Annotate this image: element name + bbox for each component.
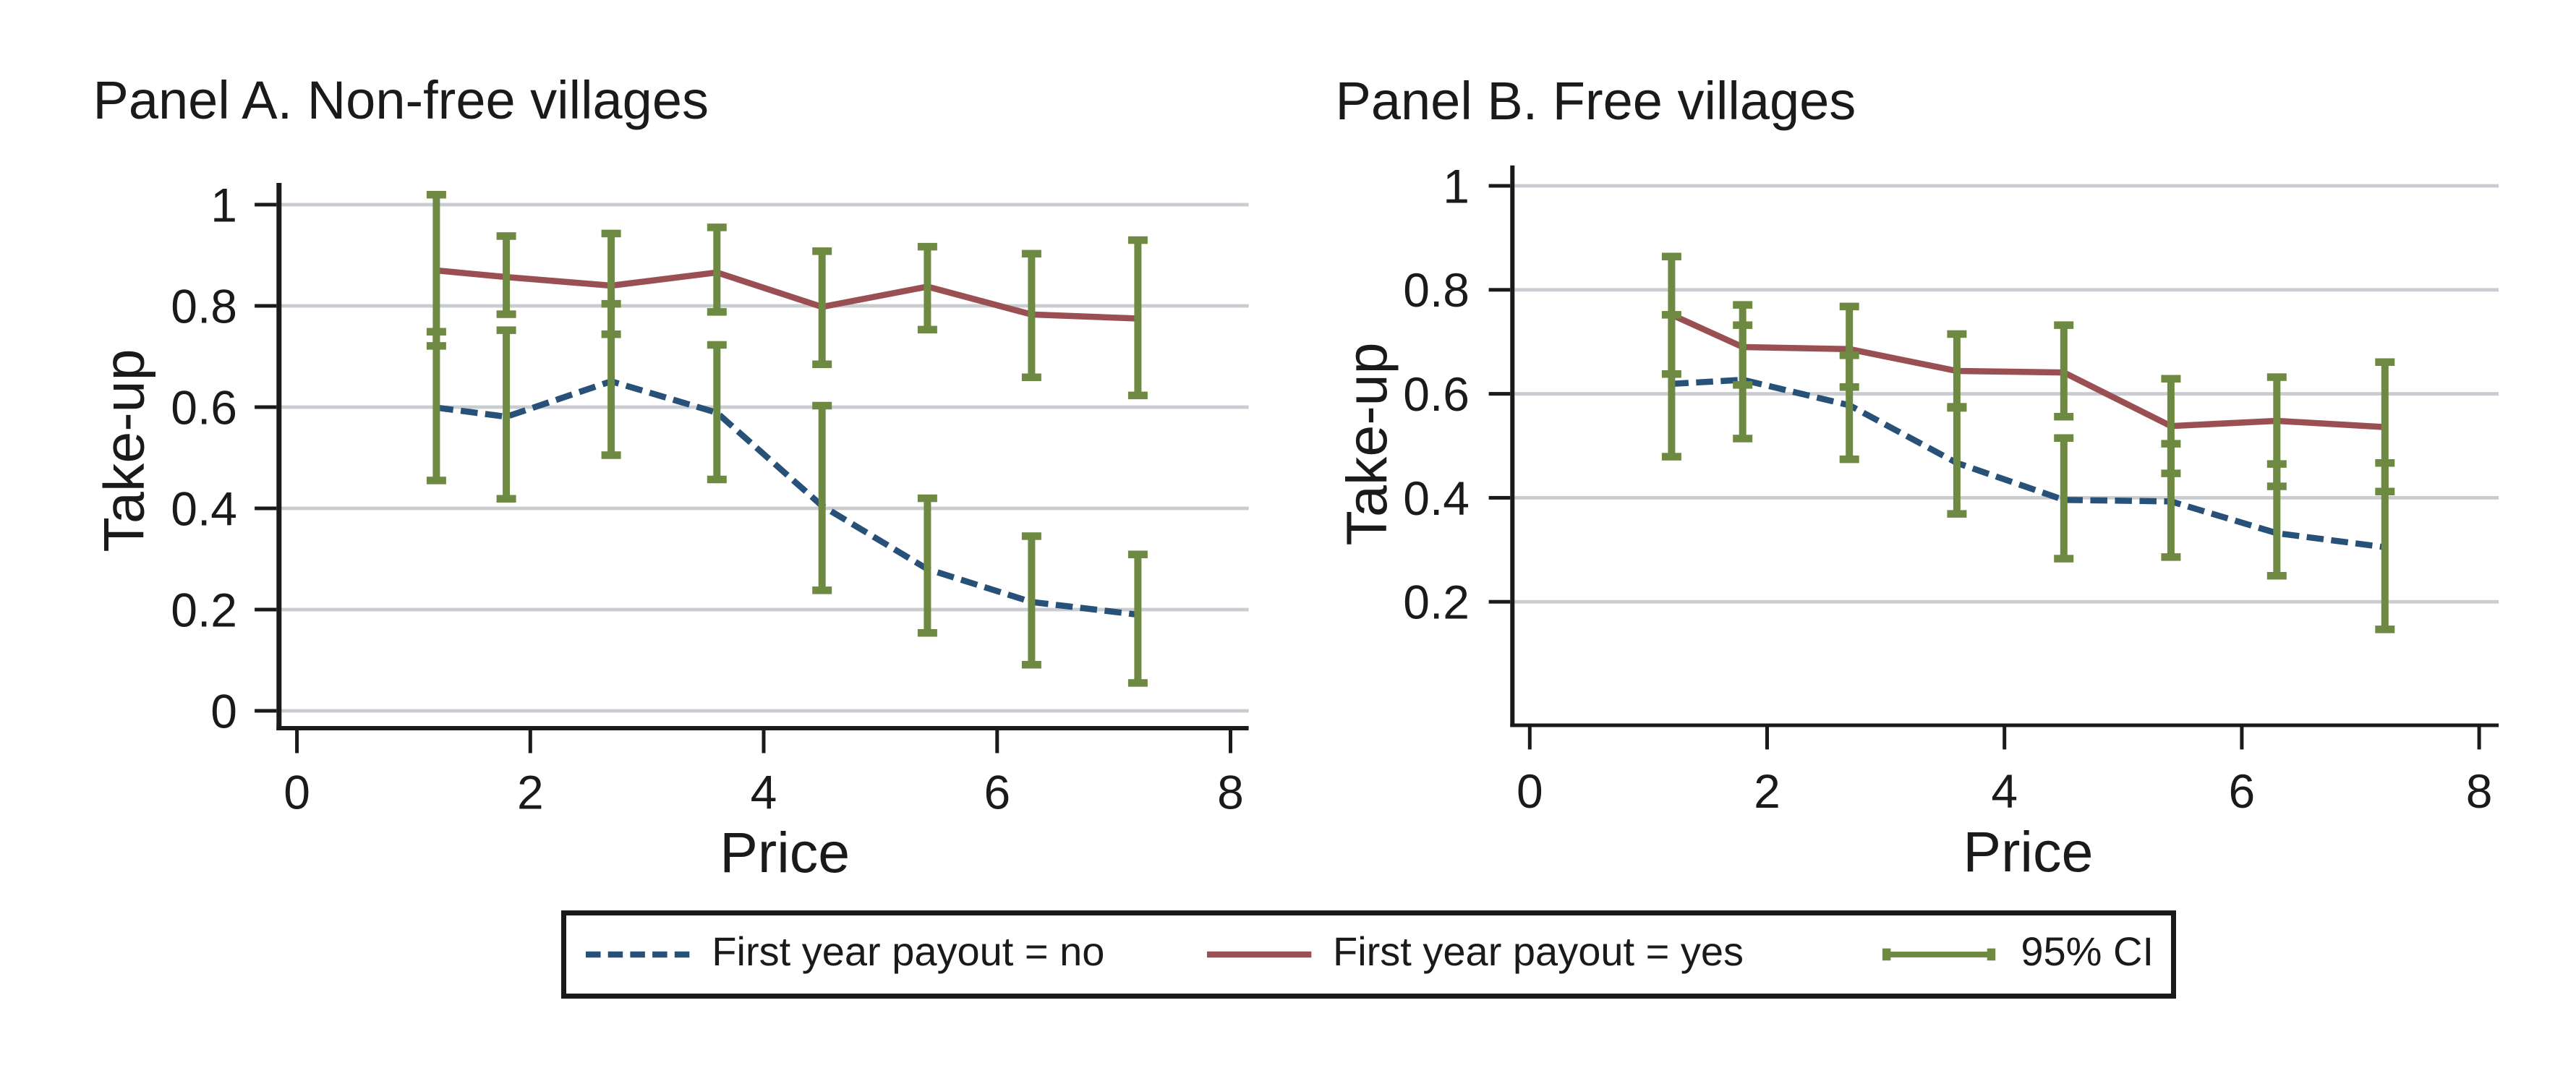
svg-text:First year payout = no: First year payout = no [712,928,1104,974]
svg-text:0: 0 [283,766,310,819]
svg-text:0.8: 0.8 [171,279,237,333]
svg-text:8: 8 [2466,764,2493,818]
svg-text:Panel B. Free villages: Panel B. Free villages [1336,71,1856,131]
svg-text:6: 6 [984,766,1010,819]
svg-text:First year payout = yes: First year payout = yes [1333,928,1744,974]
svg-text:1: 1 [1443,159,1470,213]
svg-text:0: 0 [1517,764,1543,818]
svg-text:Price: Price [1963,819,2093,884]
svg-text:4: 4 [1991,764,2018,818]
svg-text:0: 0 [210,684,237,738]
svg-text:Price: Price [720,820,850,884]
svg-text:1: 1 [210,178,237,231]
svg-text:2: 2 [1754,764,1780,818]
svg-text:2: 2 [517,766,544,819]
svg-text:4: 4 [751,766,777,819]
svg-text:Take-up: Take-up [1334,342,1399,545]
svg-text:0.2: 0.2 [171,583,237,636]
svg-text:Take-up: Take-up [92,349,156,552]
svg-text:Panel A. Non-free villages: Panel A. Non-free villages [93,70,709,130]
svg-text:8: 8 [1217,766,1244,819]
svg-text:0.2: 0.2 [1403,576,1470,629]
svg-text:95% CI: 95% CI [2021,928,2154,974]
svg-text:0.6: 0.6 [1403,367,1470,421]
svg-text:0.4: 0.4 [171,482,237,535]
svg-text:0.4: 0.4 [1403,471,1470,525]
svg-text:0.8: 0.8 [1403,263,1470,317]
svg-text:0.6: 0.6 [171,380,237,434]
svg-text:6: 6 [2229,764,2256,818]
